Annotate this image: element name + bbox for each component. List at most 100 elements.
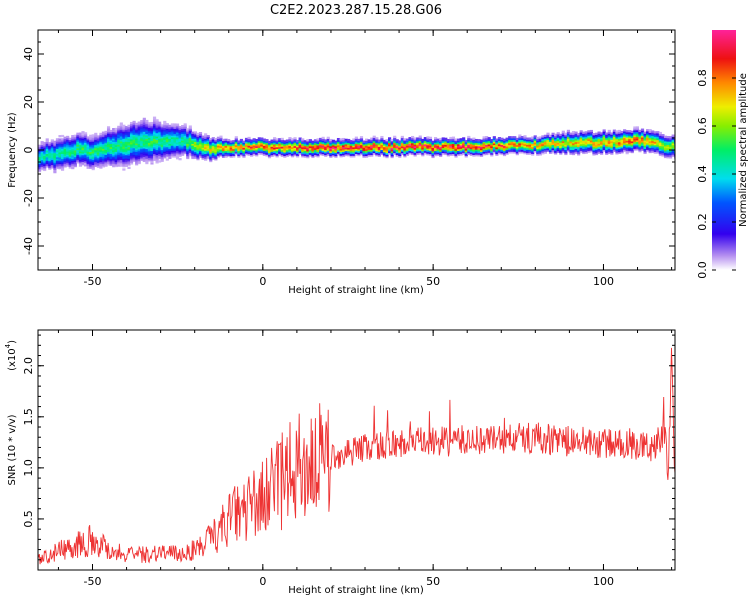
heatmap-cell <box>359 141 364 144</box>
heatmap-cell <box>326 141 330 145</box>
heatmap-cell <box>602 137 606 141</box>
heatmap-cell <box>119 145 123 149</box>
heatmap-cell <box>221 148 226 152</box>
heatmap-cell <box>63 151 67 155</box>
heatmap-cell <box>140 121 144 125</box>
heatmap-cell <box>168 143 172 146</box>
heatmap-cell <box>66 149 70 152</box>
heatmap-cell <box>554 133 558 136</box>
heatmap-cell <box>600 145 604 149</box>
heatmap-cell <box>181 148 185 151</box>
heatmap-cell <box>48 150 52 153</box>
heatmap-cell <box>352 146 356 150</box>
heatmap-cell <box>104 150 108 154</box>
heatmap-cell <box>127 143 131 146</box>
heatmap-cell <box>94 158 98 161</box>
heatmap-cell <box>490 142 494 145</box>
heatmap-cell <box>428 153 433 156</box>
heatmap-cell <box>400 139 404 142</box>
heatmap-cell <box>96 163 100 167</box>
heatmap-cell <box>158 148 162 151</box>
heatmap-cell <box>663 144 668 147</box>
heatmap-cell <box>324 139 328 142</box>
heatmap-cell <box>298 145 302 149</box>
heatmap-cell <box>490 144 494 147</box>
heatmap-cell <box>260 144 264 147</box>
heatmap-cell <box>648 139 652 142</box>
heatmap-cell <box>58 138 62 141</box>
heatmap-cell <box>170 126 174 129</box>
heatmap-cell <box>250 141 254 144</box>
heatmap-cell <box>81 159 85 162</box>
heatmap-cell <box>656 146 660 149</box>
heatmap-cell <box>55 163 60 166</box>
heatmap-cell <box>589 140 593 143</box>
heatmap-cell <box>418 137 422 140</box>
heatmap-cell <box>612 146 616 149</box>
heatmap-cell <box>411 152 415 156</box>
heatmap-cell <box>147 137 152 140</box>
heatmap-cell <box>293 145 297 148</box>
heatmap-cell <box>308 145 312 149</box>
heatmap-cell <box>122 165 126 168</box>
heatmap-cell <box>55 155 60 158</box>
heatmap-cell <box>528 144 532 147</box>
heatmap-cell <box>436 150 440 153</box>
heatmap-cell <box>186 151 190 155</box>
heatmap-cell <box>196 132 200 136</box>
heatmap-cell <box>472 147 476 150</box>
heatmap-cell <box>204 148 208 151</box>
heatmap-cell <box>198 133 203 136</box>
heatmap-cell <box>188 137 192 140</box>
heatmap-cell <box>587 135 591 138</box>
heatmap-cell <box>68 142 72 146</box>
heatmap-cell <box>472 137 476 140</box>
heatmap-cell <box>117 161 121 164</box>
heatmap-cell <box>520 149 525 152</box>
heatmap-cell <box>319 149 323 152</box>
heatmap-cell <box>109 155 113 158</box>
heatmap-cell <box>362 142 366 145</box>
heatmap-cell <box>582 143 586 146</box>
heatmap-cell <box>247 140 251 143</box>
heatmap-cell <box>502 143 507 147</box>
heatmap-cell <box>658 147 662 150</box>
heatmap-cell <box>278 139 282 143</box>
heatmap-cell <box>38 148 42 151</box>
colorbar-tick-label: 0.8 <box>696 69 709 87</box>
heatmap-cell <box>439 153 443 156</box>
heatmap-cell <box>311 144 315 147</box>
heatmap-cell <box>372 149 376 152</box>
heatmap-cell <box>439 137 443 141</box>
heatmap-cell <box>163 132 167 135</box>
heatmap-cell <box>104 137 108 140</box>
heatmap-cell <box>497 140 502 143</box>
heatmap-cell <box>316 153 320 156</box>
colorbar-ticks: 0.00.20.40.60.8 <box>696 69 736 279</box>
heatmap-cell <box>224 148 228 152</box>
heatmap-cell <box>413 139 417 142</box>
heatmap-cell <box>311 142 315 145</box>
heatmap-cell <box>63 145 67 148</box>
heatmap-cell <box>152 146 157 150</box>
heatmap-cell <box>643 141 647 144</box>
heatmap-cell <box>196 136 200 139</box>
heatmap-cell <box>183 130 187 133</box>
heatmap-cell <box>311 147 315 150</box>
heatmap-cell <box>413 152 417 155</box>
heatmap-cell <box>214 148 218 151</box>
heatmap-cell <box>610 145 614 149</box>
heatmap-cell <box>492 137 496 141</box>
heatmap-cell <box>400 150 404 154</box>
heatmap-cell <box>216 145 220 148</box>
heatmap-cell <box>479 141 484 144</box>
heatmap-cell <box>347 150 351 153</box>
heatmap-cell <box>444 146 448 149</box>
heatmap-cell <box>620 135 624 139</box>
heatmap-cell <box>403 143 407 146</box>
heatmap-cell <box>196 146 200 149</box>
heatmap-cell <box>564 151 568 154</box>
heatmap-cell <box>669 137 673 141</box>
heatmap-cell <box>81 147 85 151</box>
